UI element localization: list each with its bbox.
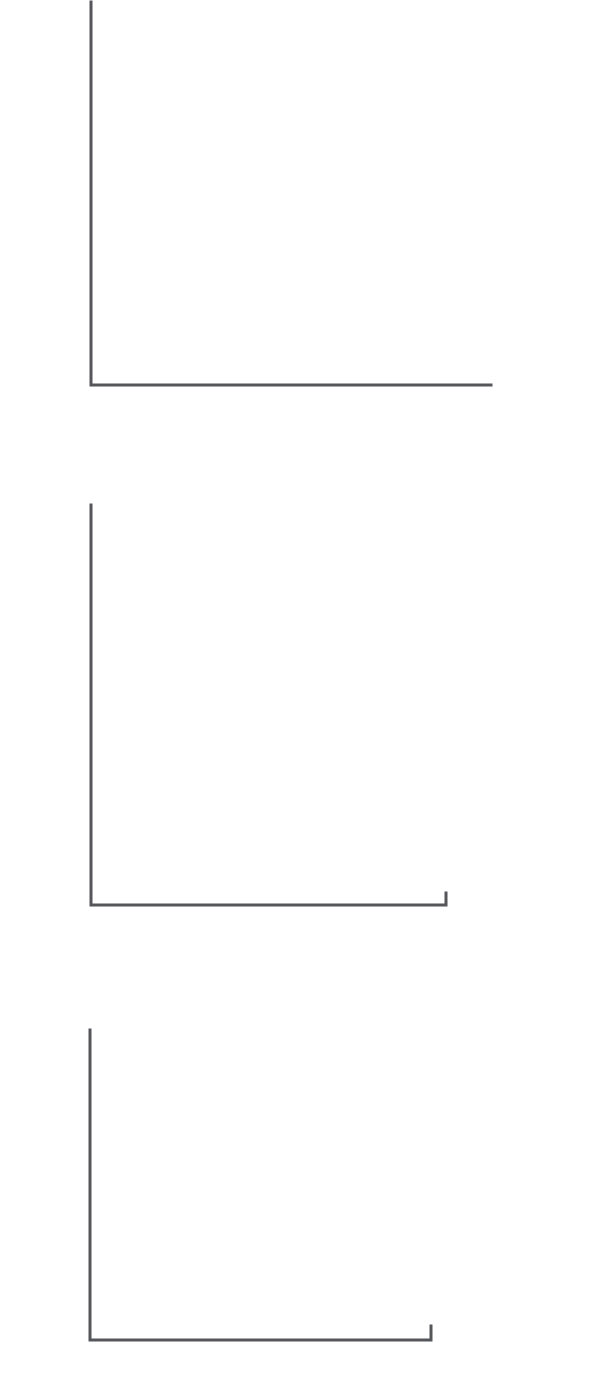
panel-b <box>89 503 448 907</box>
panel-a-axes <box>89 0 493 387</box>
panel-a <box>89 0 493 387</box>
panel-c-axes <box>88 1028 433 1342</box>
panel-c <box>88 1028 433 1342</box>
panel-b-axes <box>89 503 448 907</box>
